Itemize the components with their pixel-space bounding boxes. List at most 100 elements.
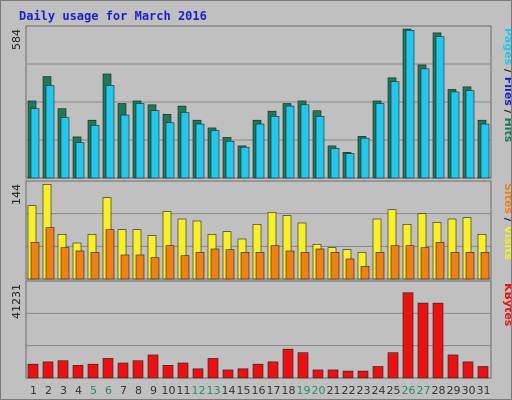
bar-sites-3 xyxy=(60,247,70,280)
x-tick-label: 17 xyxy=(267,384,281,397)
legend-visits-sites: Sites / Visits xyxy=(502,183,511,260)
bar-sites-9 xyxy=(150,257,160,280)
bar-kbytes-22 xyxy=(342,370,354,379)
bar-sites-16 xyxy=(255,252,265,280)
bar-kbytes-19 xyxy=(297,352,309,379)
x-tick-label: 26 xyxy=(402,384,416,397)
bar-files-5 xyxy=(90,125,100,179)
x-tick-label: 23 xyxy=(357,384,371,397)
bar-sites-26 xyxy=(405,245,415,280)
x-tick-label: 7 xyxy=(120,384,127,397)
bar-files-7 xyxy=(120,114,130,179)
bar-files-20 xyxy=(315,116,325,179)
bar-kbytes-16 xyxy=(252,363,264,379)
bar-kbytes-27 xyxy=(417,302,429,379)
bar-files-17 xyxy=(270,116,280,179)
bar-kbytes-18 xyxy=(282,348,294,379)
x-tick-label: 27 xyxy=(417,384,431,397)
bar-kbytes-23 xyxy=(357,370,369,379)
bar-files-8 xyxy=(135,103,145,179)
bar-sites-2 xyxy=(45,227,55,280)
bar-files-2 xyxy=(45,85,55,179)
bar-files-11 xyxy=(180,112,190,179)
bar-kbytes-10 xyxy=(162,365,174,379)
bar-sites-20 xyxy=(315,248,325,280)
x-tick-label: 20 xyxy=(312,384,326,397)
x-tick-label: 6 xyxy=(105,384,112,397)
bar-files-1 xyxy=(30,108,40,179)
bar-sites-4 xyxy=(75,250,85,280)
bar-sites-10 xyxy=(165,245,175,280)
x-tick-label: 28 xyxy=(432,384,446,397)
bar-kbytes-21 xyxy=(327,369,339,379)
bar-files-25 xyxy=(390,81,400,179)
legend-kbytes: KBytes xyxy=(502,283,511,327)
bar-kbytes-26 xyxy=(402,292,414,379)
ymax-label-hits-files-pages: 584 xyxy=(10,29,23,50)
legend-item-sites: Sites xyxy=(502,183,511,214)
bar-kbytes-9 xyxy=(147,354,159,379)
bar-kbytes-17 xyxy=(267,361,279,379)
bar-sites-1 xyxy=(30,242,40,280)
bar-sites-21 xyxy=(330,252,340,280)
legend-item-files: Files xyxy=(502,77,511,107)
bar-sites-29 xyxy=(450,252,460,280)
legend-item-visits: Visits xyxy=(502,226,511,261)
bar-sites-31 xyxy=(480,252,490,280)
bar-files-26 xyxy=(405,30,415,179)
x-tick-label: 14 xyxy=(222,384,236,397)
bar-sites-5 xyxy=(90,252,100,280)
bar-kbytes-31 xyxy=(477,366,489,379)
bar-kbytes-29 xyxy=(447,354,459,379)
bar-kbytes-25 xyxy=(387,352,399,379)
bar-files-29 xyxy=(450,91,460,179)
x-tick-label: 8 xyxy=(135,384,142,397)
x-tick-label: 5 xyxy=(90,384,97,397)
bar-kbytes-2 xyxy=(42,361,54,379)
chart-title: Daily usage for March 2016 xyxy=(19,9,207,23)
legend-separator: / xyxy=(502,214,511,226)
x-tick-label: 31 xyxy=(477,384,491,397)
bar-sites-27 xyxy=(420,247,430,280)
bar-files-27 xyxy=(420,68,430,179)
x-tick-label: 3 xyxy=(60,384,67,397)
bar-kbytes-20 xyxy=(312,369,324,379)
x-tick-label: 24 xyxy=(372,384,386,397)
x-tick-label: 29 xyxy=(447,384,461,397)
bar-sites-6 xyxy=(105,229,115,280)
legend-item-kbytes: KBytes xyxy=(502,283,511,327)
x-tick-label: 13 xyxy=(207,384,221,397)
bar-files-6 xyxy=(105,85,115,179)
legend-item-hits: Hits xyxy=(502,118,511,143)
bar-files-15 xyxy=(240,146,250,179)
x-tick-label: 18 xyxy=(282,384,296,397)
bar-files-18 xyxy=(285,105,295,179)
bar-sites-23 xyxy=(360,266,370,280)
ymax-label-visits-sites: 144 xyxy=(10,184,23,205)
bar-kbytes-12 xyxy=(192,368,204,379)
bar-files-28 xyxy=(435,36,445,179)
x-tick-label: 11 xyxy=(177,384,191,397)
bar-files-4 xyxy=(75,142,85,179)
x-tick-label: 22 xyxy=(342,384,356,397)
bar-sites-24 xyxy=(375,252,385,280)
bar-kbytes-15 xyxy=(237,368,249,379)
bar-kbytes-1 xyxy=(27,363,39,379)
bar-sites-12 xyxy=(195,252,205,280)
x-tick-label: 9 xyxy=(150,384,157,397)
bar-kbytes-8 xyxy=(132,360,144,379)
legend-separator: / xyxy=(502,106,511,118)
bar-sites-15 xyxy=(240,252,250,280)
bar-kbytes-5 xyxy=(87,363,99,379)
x-tick-label: 30 xyxy=(462,384,476,397)
bar-files-10 xyxy=(165,122,175,179)
bar-sites-17 xyxy=(270,245,280,280)
bar-kbytes-3 xyxy=(57,360,69,379)
bar-kbytes-4 xyxy=(72,365,84,379)
bar-files-30 xyxy=(465,90,475,179)
x-tick-label: 15 xyxy=(237,384,251,397)
bar-kbytes-7 xyxy=(117,362,129,379)
bar-files-14 xyxy=(225,140,235,179)
x-tick-label: 25 xyxy=(387,384,401,397)
